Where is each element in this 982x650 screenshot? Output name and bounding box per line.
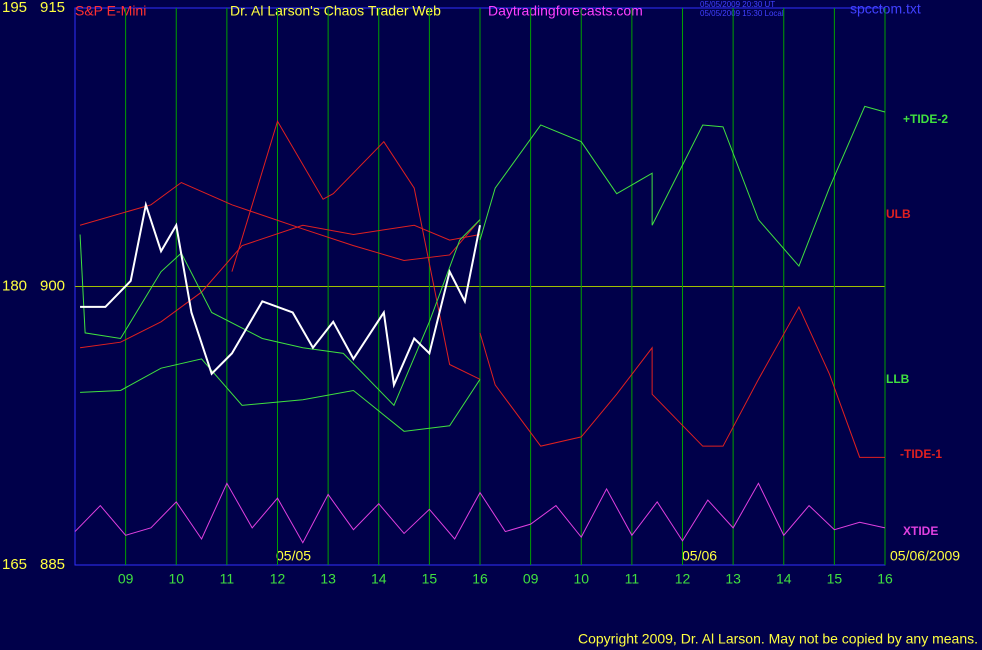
x-tick-label: 12: [675, 571, 691, 587]
series-line: [80, 358, 481, 432]
series-line: [479, 305, 885, 458]
x-tick-label: 14: [776, 571, 792, 587]
y2-tick-label: 165: [2, 556, 27, 573]
x-tick-label: 14: [371, 571, 387, 587]
y-tick-label: 900: [40, 277, 65, 294]
x-tick-label: 15: [827, 571, 843, 587]
series-line: [80, 200, 481, 389]
site: Daytradingforecasts.com: [488, 3, 643, 19]
y2-tick-label: 180: [2, 277, 27, 294]
x-tick-label: 15: [422, 571, 438, 587]
x-tick-label: 13: [320, 571, 336, 587]
chart-title: S&P E-Mini: [75, 3, 146, 19]
series-label: -TIDE-1: [900, 447, 942, 461]
series-line: [231, 120, 481, 380]
date-label: 05/06/2009: [890, 548, 960, 564]
date-label: 05/06: [682, 548, 717, 564]
x-tick-label: 11: [625, 571, 640, 587]
x-tick-label: 10: [573, 571, 589, 587]
subtitle: Dr. Al Larson's Chaos Trader Web: [230, 3, 441, 19]
x-tick-label: 10: [168, 571, 184, 587]
x-tick-label: 09: [523, 571, 539, 587]
date-label: 05/05: [276, 548, 311, 564]
x-tick-label: 16: [472, 571, 488, 587]
y-tick-label: 915: [40, 0, 65, 16]
series-label: XTIDE: [903, 524, 938, 538]
timestamp: 05/05/2009 20:30 UT: [700, 0, 775, 9]
y-tick-label: 885: [40, 556, 65, 573]
series-label: ULB: [886, 207, 911, 221]
series-line: [79, 181, 481, 262]
series-label: LLB: [886, 372, 910, 386]
x-tick-label: 13: [725, 571, 741, 587]
x-tick-label: 16: [877, 571, 893, 587]
series-label: +TIDE-2: [903, 112, 948, 126]
series-line: [79, 219, 481, 407]
timestamp: 05/05/2009 15:30 Local: [700, 9, 784, 18]
x-tick-label: 09: [118, 571, 134, 587]
series-line: [79, 224, 481, 349]
x-tick-label: 12: [270, 571, 286, 587]
series-line: [479, 105, 886, 268]
series-line: [74, 482, 886, 544]
copyright: Copyright 2009, Dr. Al Larson. May not b…: [578, 631, 978, 647]
x-tick-label: 11: [220, 571, 235, 587]
y2-tick-label: 195: [2, 0, 27, 16]
